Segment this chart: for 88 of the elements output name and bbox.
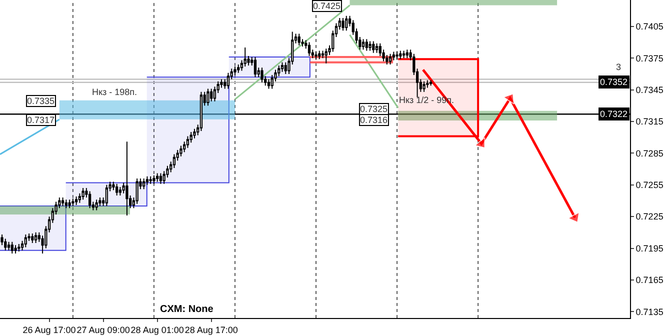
candlestick [95,199,98,211]
candlestick [362,38,365,50]
candlestick [365,38,368,52]
ref-line-label: 0.7352 [600,77,628,87]
candlestick [342,17,344,32]
x-tick-label: 28 Aug 01:00 [130,324,184,335]
y-tick-label: 0.7255 [636,180,664,190]
annotation: CXM: None [160,304,214,315]
candlestick [402,50,406,59]
candlestick [399,50,402,60]
candlestick [4,238,7,251]
candlestick [206,88,210,106]
annotation: Нкз - 198п. [92,87,138,97]
candlestick [298,33,300,46]
candlestick [61,197,64,207]
candlestick [193,128,196,139]
candlestick [392,51,395,61]
candlestick [260,67,264,83]
candlestick [237,64,240,74]
candlestick [7,241,10,251]
y-tick-label: 0.7285 [636,148,664,158]
candlestick [142,178,146,190]
annotation: 0.7316 [360,115,388,125]
candlestick [267,78,270,90]
candlestick [18,244,20,252]
candlestick [146,176,149,186]
candlestick [345,15,348,32]
candlestick [406,49,408,59]
candlestick [234,66,236,76]
annotation: 0.7317 [27,115,55,125]
candlestick [149,176,152,184]
x-tick-label: 27 Aug 09:00 [76,324,130,335]
y-tick-label: 0.7315 [636,116,664,127]
candlestick [68,199,71,209]
x-tick-label: 26 Aug 17:00 [22,324,76,335]
candlestick [74,196,78,206]
candlestick [284,62,287,74]
y-tick-label: 0.7405 [636,22,664,32]
candlestick [98,197,102,207]
candlestick [308,42,311,56]
candlestick [82,188,84,200]
candlestick [426,80,429,88]
candlestick [375,42,378,54]
candlestick [159,172,162,184]
annotation: 0.7325 [360,104,388,114]
annotation: 3 [616,62,622,72]
candlestick [156,172,159,182]
candlestick [210,88,213,102]
y-tick-label: 0.7165 [636,275,664,286]
candlestick [72,198,74,207]
annotation: 0.7425 [313,1,341,11]
candlestick [422,80,426,92]
candlestick [324,48,328,64]
candlestick [126,141,128,216]
y-tick-label: 0.7225 [636,212,664,222]
candlestick [64,199,68,209]
candlestick [314,51,318,60]
candlestick [10,241,14,254]
annotation: 0.7335 [27,96,55,106]
candlestick [115,183,118,196]
candlestick [136,178,138,204]
candlestick [372,40,375,54]
y-tick-label: 0.7375 [636,53,664,64]
candlestick [152,174,156,184]
candlestick [186,136,190,148]
candlestick [429,80,432,86]
candlestick [34,232,38,244]
candlestick [396,51,398,60]
y-tick-label: 0.7345 [636,84,664,95]
candlestick [14,244,17,254]
candlestick [180,145,182,157]
candlestick [388,53,392,65]
candlestick [118,186,122,196]
y-tick-label: 0.7135 [636,306,664,317]
candlestick [226,72,230,90]
candlestick [24,234,27,248]
candlestick [172,154,176,168]
y-tick-label: 0.7195 [636,243,664,254]
candlestick [368,40,372,52]
candlestick [280,62,284,72]
candlestick [88,190,92,209]
ref-line-label: 0.7322 [600,109,628,119]
candlestick [254,56,257,78]
x-tick-label: 28 Aug 17:00 [184,324,238,335]
candlestick [105,184,108,207]
candlestick [318,50,321,60]
candlestick [31,232,34,244]
candlestick [244,47,246,68]
